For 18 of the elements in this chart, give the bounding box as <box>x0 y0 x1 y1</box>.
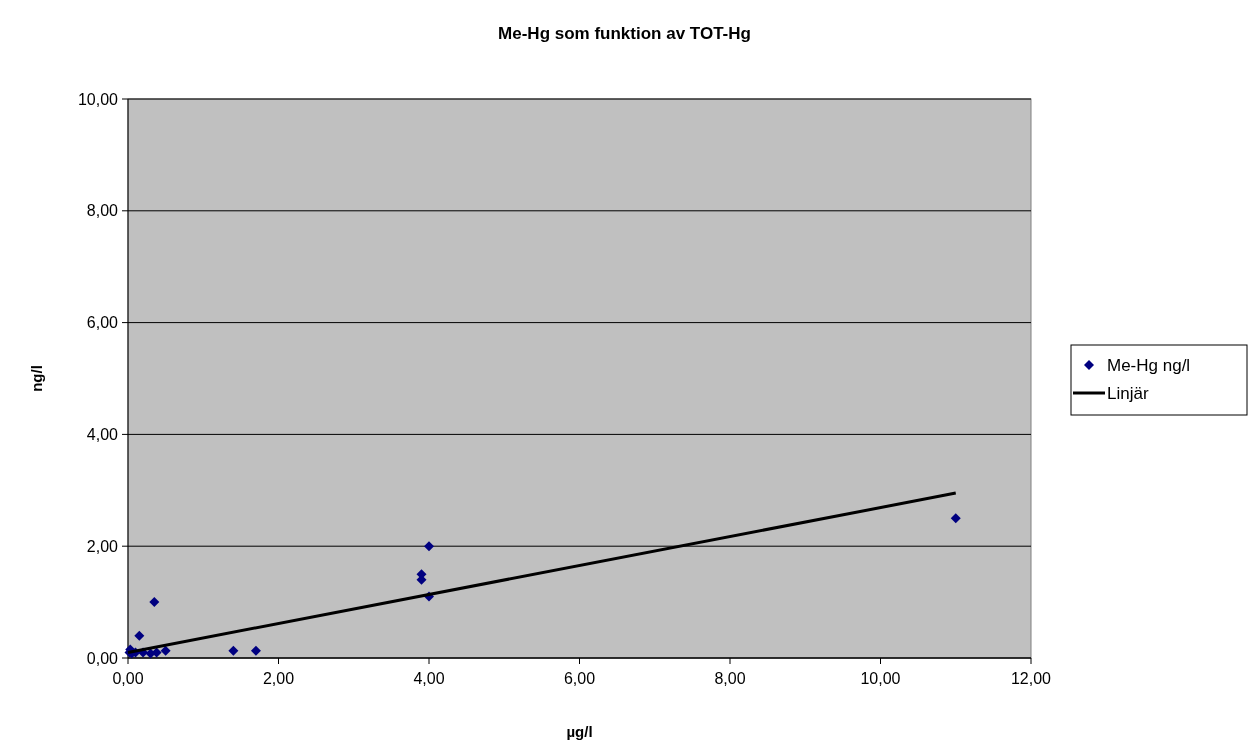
y-tick-label: 6,00 <box>86 314 119 332</box>
x-tick-label: 10,00 <box>860 670 901 687</box>
y-tick-label: 0,00 <box>86 649 119 667</box>
chart-title: Me-Hg som funktion av TOT-Hg <box>498 24 751 43</box>
x-tick-label: 0,00 <box>112 670 144 687</box>
y-tick-label: 8,00 <box>86 202 119 220</box>
x-tick-label: 4,00 <box>413 670 445 687</box>
x-axis-title: µg/l <box>566 723 593 740</box>
legend-label: Me-Hg ng/l <box>1107 355 1191 375</box>
y-tick-label: 2,00 <box>86 537 119 555</box>
x-tick-label: 12,00 <box>1010 670 1052 687</box>
legend-label: Linjär <box>1107 383 1149 403</box>
x-tick-label: 2,00 <box>262 670 295 687</box>
x-tick-label: 8,00 <box>714 670 746 687</box>
y-axis-title: ng/l <box>28 365 45 392</box>
y-tick-label: 4,00 <box>86 426 119 443</box>
x-tick-label: 6,00 <box>563 670 596 687</box>
y-tick-label: 10,00 <box>77 90 119 108</box>
